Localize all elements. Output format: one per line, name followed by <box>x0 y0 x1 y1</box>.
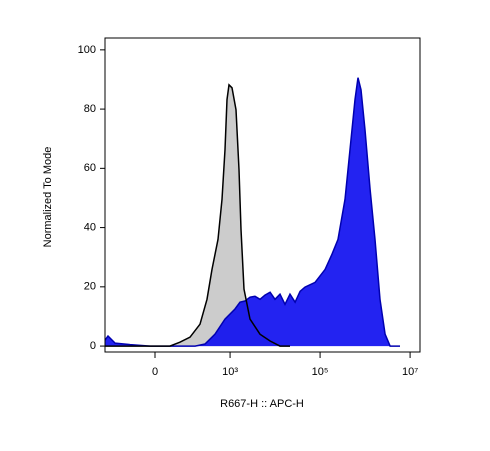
y-axis-label: Normalized To Mode <box>42 147 54 248</box>
y-tick-label: 20 <box>84 281 96 293</box>
plot-frame <box>104 37 421 353</box>
y-tick-label: 40 <box>84 221 96 233</box>
x-tick-label: 10³ <box>222 366 238 378</box>
x-tick-label: 10⁷ <box>402 366 418 378</box>
x-axis-label: R667-H :: APC-H <box>220 398 304 410</box>
y-tick-label: 60 <box>84 162 96 174</box>
plot-area <box>104 77 401 347</box>
histogram-outline <box>105 83 290 347</box>
x-tick-label: 0 <box>152 366 158 378</box>
histogram-outline <box>104 77 400 347</box>
x-tick-label: 10⁵ <box>312 366 329 378</box>
y-tick-label: 100 <box>78 44 96 56</box>
histogram-area <box>105 77 401 347</box>
y-tick-label: 80 <box>84 103 96 115</box>
y-tick-label: 0 <box>90 340 96 352</box>
